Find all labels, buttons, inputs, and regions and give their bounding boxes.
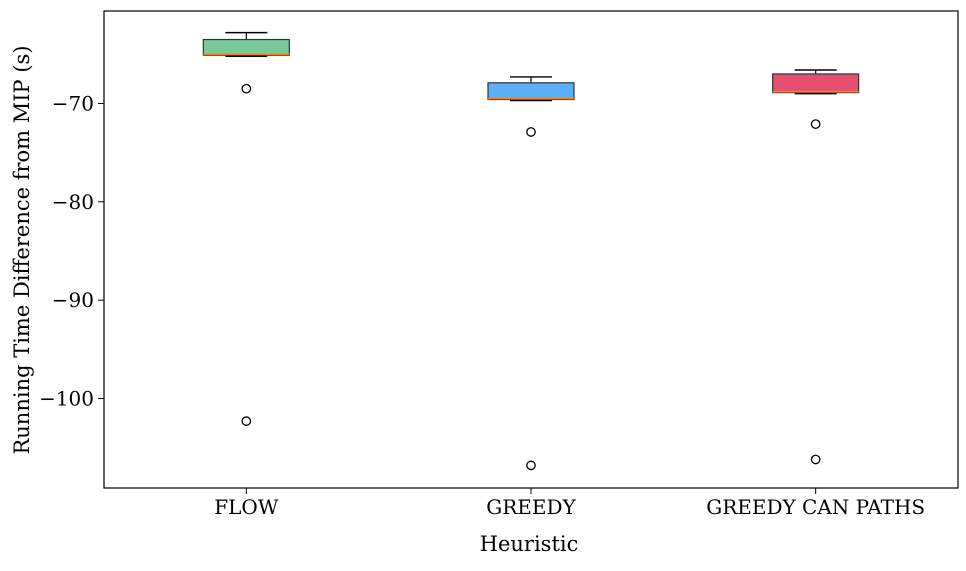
x-tick-label: GREEDY — [486, 495, 576, 519]
y-axis-label: Running Time Difference from MIP (s) — [10, 45, 34, 454]
outlier-point — [810, 119, 821, 129]
x-tick-label: GREEDY CAN PATHS — [706, 495, 925, 519]
outlier-point — [241, 416, 252, 426]
x-axis-label: Heuristic — [480, 532, 579, 556]
outlier-point — [241, 83, 252, 94]
outlier-point — [526, 460, 536, 471]
y-tick-label: −90 — [52, 288, 94, 312]
box-body — [202, 38, 290, 56]
box-body — [772, 73, 860, 94]
outlier-point — [526, 127, 536, 137]
y-tick-label: −80 — [52, 190, 94, 214]
box-body — [487, 82, 575, 101]
outlier-point — [810, 454, 821, 465]
y-tick-label: −100 — [39, 387, 94, 411]
x-tick-label: FLOW — [214, 495, 279, 519]
y-tick-label: −70 — [52, 91, 94, 115]
plot-layer: −100 −90 −80 −70 FLOW GREEDY GREEDY CAN PATHS — [39, 10, 959, 519]
